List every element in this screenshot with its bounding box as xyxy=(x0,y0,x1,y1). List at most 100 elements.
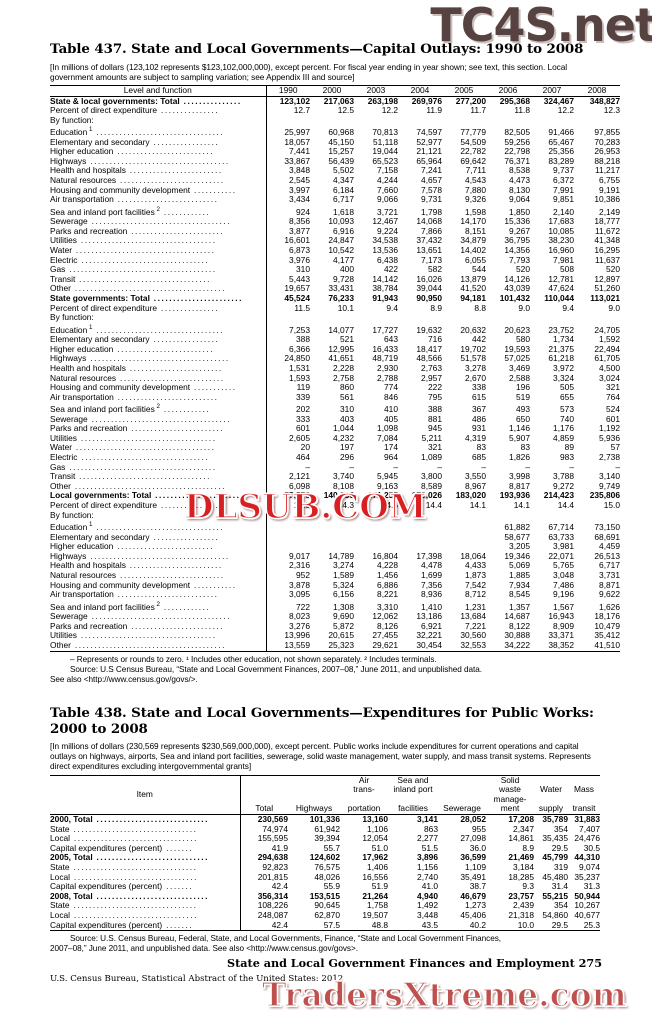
table-cell: 16,804 xyxy=(372,550,398,561)
table-cell: 6,717 xyxy=(333,194,354,205)
table-cell: 2,277 xyxy=(417,833,438,844)
table-cell: 12,062 xyxy=(372,611,398,622)
table-cell: 16,295 xyxy=(594,245,620,255)
table-cell: 11.9 xyxy=(426,105,442,116)
table-row: Percent of direct expenditure ..........… xyxy=(50,303,620,314)
row-label-text: Health and hospitals xyxy=(50,166,126,176)
table-437-header-row: Level and function 1990 2000 2003 2004 2005 20… xyxy=(50,85,620,96)
row-label-text: Transit xyxy=(50,274,76,284)
leader-dots: ................................ xyxy=(69,862,198,872)
table-cell: – xyxy=(525,461,530,472)
table-cell: 1,089 xyxy=(421,452,442,463)
table-cell: 5,872 xyxy=(333,620,354,631)
row-label: Highways ...............................… xyxy=(50,354,267,364)
table-row: Parks and recreation ...................… xyxy=(50,424,620,434)
table-438-footnote: Source: U.S. Census Bureau, Federal, Sta… xyxy=(50,934,600,955)
leader-dots: ................................. xyxy=(77,255,210,265)
row-label: Air transportation .....................… xyxy=(50,195,267,205)
table-cell: 41,348 xyxy=(594,235,620,246)
table-cell: 4,347 xyxy=(333,175,354,186)
table-cell: 333 xyxy=(296,413,310,424)
table-cell: 3,896 xyxy=(417,852,438,863)
leader-dots: ................................. xyxy=(92,127,225,138)
row-label: Education 1 ............................… xyxy=(50,322,267,336)
leader-dots: .......................... xyxy=(113,195,219,205)
table-cell xyxy=(310,533,354,543)
table-cell: 277,200 xyxy=(442,95,486,107)
leader-dots: .................................... xyxy=(86,551,230,561)
footnote-marker: 2 xyxy=(154,403,160,411)
source-line-2: 2007–08,” June 2011, and unpublished dat… xyxy=(50,944,358,954)
table-cell: 7,880 xyxy=(465,184,486,195)
table-438-header-row: Total Highways portation facilities Sewerage… xyxy=(50,804,600,814)
table-cell: 9,728 xyxy=(333,273,354,284)
table-cell: 18,777 xyxy=(594,216,620,227)
table-cell: 12,781 xyxy=(548,273,574,284)
column-header-part: manage- xyxy=(493,793,527,804)
table-cell: 983 xyxy=(560,452,574,463)
table-cell: 82,505 xyxy=(504,127,530,138)
table-cell: 1,492 xyxy=(417,900,438,911)
table-cell: 91,466 xyxy=(548,127,574,138)
table-cell: – xyxy=(305,461,310,472)
table-cell: 51,578 xyxy=(460,353,486,364)
table-cell: 310 xyxy=(340,404,354,415)
table-cell: 40.2 xyxy=(438,920,486,932)
table-cell xyxy=(530,511,574,521)
row-label: Electric ...............................… xyxy=(50,453,267,463)
row-label: 2000, Total ............................… xyxy=(50,813,241,825)
table-cell: 22,071 xyxy=(548,550,574,561)
row-label-text: Elementary and secondary xyxy=(50,335,150,345)
leader-dots: ............ xyxy=(159,404,211,415)
table-cell: 1,734 xyxy=(553,334,574,345)
table-cell: 339 xyxy=(296,391,310,402)
table-cell: 10,386 xyxy=(594,194,620,205)
row-label-text: Water xyxy=(50,443,73,453)
table-cell: 101,432 xyxy=(499,292,530,303)
row-label-text: Capital expenditures (percent) xyxy=(50,882,163,892)
table-cell: 3,448 xyxy=(417,909,438,920)
table-cell: 955 xyxy=(472,823,486,834)
leader-dots: ........................ xyxy=(127,621,225,631)
row-label: Highways ...............................… xyxy=(50,156,267,167)
table-cell: 7,221 xyxy=(465,620,486,631)
table-row: Housing and community development ......… xyxy=(50,580,620,591)
table-cell: 31,883 xyxy=(568,813,600,825)
table-cell: 7,660 xyxy=(377,184,398,195)
table-cell xyxy=(310,520,354,532)
table-cell: 1,567 xyxy=(553,601,574,612)
table-cell: 388 xyxy=(428,404,442,415)
table-438-header-row: manage- xyxy=(50,793,600,805)
row-label: State & local governments: Total .......… xyxy=(50,95,267,107)
row-label: Capital expenditures (percent) ....... xyxy=(50,920,241,932)
row-label-text: Natural resources xyxy=(50,570,117,580)
column-header-part xyxy=(438,775,486,785)
row-label: Natural resources ......................… xyxy=(50,176,267,186)
table-cell: 22,798 xyxy=(504,146,530,157)
column-header-part xyxy=(240,785,288,795)
column-header-part: waste xyxy=(499,784,521,795)
table-cell: 5,945 xyxy=(377,471,398,482)
leader-dots: ......................... xyxy=(113,344,215,354)
table-cell: 61,218 xyxy=(548,353,574,364)
table-cell: 524 xyxy=(606,404,620,415)
row-label-text: Other xyxy=(50,481,71,491)
leader-dots: ........................ xyxy=(127,226,225,236)
table-cell: 74,974 xyxy=(262,823,288,834)
table-cell: 9,267 xyxy=(509,225,530,236)
table-cell: 69,642 xyxy=(460,155,486,166)
footnote-marker: 2 xyxy=(154,205,160,213)
column-header-2003: 2003 xyxy=(366,84,386,95)
table-cell: 4,500 xyxy=(599,362,620,373)
row-label: Gas ....................................… xyxy=(50,265,267,275)
leader-dots: ............ xyxy=(159,601,211,612)
table-row: Utilities ..............................… xyxy=(50,236,620,246)
table-cell: 12.3 xyxy=(603,105,620,116)
leader-dots: ........... xyxy=(190,185,237,195)
table-cell: 19,702 xyxy=(460,343,486,354)
table-cell: 520 xyxy=(516,264,530,275)
row-label-text: Health and hospitals xyxy=(50,561,126,571)
table-cell xyxy=(266,533,310,543)
table-row: Housing and community development ......… xyxy=(50,184,620,196)
table-cell: 38,352 xyxy=(530,640,574,652)
